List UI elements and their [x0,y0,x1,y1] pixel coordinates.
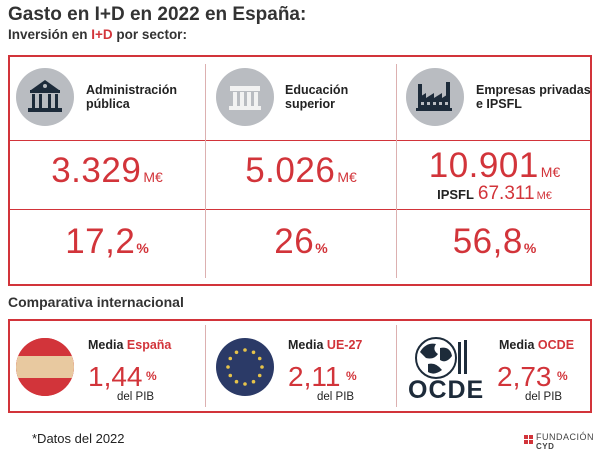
pib-label: del PIB [525,391,563,403]
eu-star-icon [251,350,256,355]
university-columns-icon [216,68,274,126]
footnote: *Datos del 2022 [32,431,125,446]
eu-star-icon [257,373,262,378]
percent-administracion: 17,2% [65,222,149,261]
percent-educacion: 26% [274,222,328,261]
value-ue: 2,11 [288,361,341,392]
value-espana: 1,44 [88,361,143,392]
logo-square-icon [524,440,528,444]
ocde-logo-icon: OCDE [406,334,484,404]
column-divider [396,64,397,278]
column-divider [205,64,206,278]
logo-text-cyd: CYD [536,442,555,451]
sector-panel [8,55,592,286]
eu-star-icon [260,365,264,369]
sector-label-administracion: Administración pública [86,83,177,111]
eu-star-icon [257,356,262,361]
media-espana-label: Media España [88,338,172,352]
column-divider [205,325,206,407]
government-building-icon [16,68,74,126]
spain-flag-icon [16,338,74,396]
eu-star-icon [226,365,230,369]
amount-educacion: 5.026 M€ [245,151,357,190]
page-subtitle: Inversión en I+D por sector: [8,27,187,42]
eu-star-icon [228,373,233,378]
percent-empresas: 56,8% [452,222,537,261]
eu-star-icon [251,379,256,384]
column-divider [396,325,397,407]
eu-star-icon [243,348,247,352]
logo-text-fundacion: FUNDACIÓN [536,432,594,442]
page-title: Gasto en I+D en 2022 en España: [8,4,307,25]
section-heading: Comparativa internacional [8,294,184,310]
eu-star-icon [234,379,239,384]
percent-symbol: % [557,369,568,383]
divider [8,140,592,141]
eu-flag-icon [216,338,274,396]
amount-ipsfl: IPSFL 67.311 M€ [437,183,552,204]
logo-square-icon [524,435,528,439]
comparison-panel [8,319,592,413]
fundacion-cyd-logo: FUNDACIÓN CYD [524,432,594,454]
logo-square-icon [529,440,533,444]
eu-star-icon [228,356,233,361]
media-ocde-label: Media OCDE [499,338,575,352]
pib-label: del PIB [117,391,155,403]
sector-label-empresas: Empresas privadas e IPSFL [476,83,591,111]
amount-empresas: 10.901 M€ [428,146,561,185]
divider [8,209,592,210]
logo-square-icon [529,435,533,439]
ocde-logo-text: OCDE [408,376,485,404]
percent-symbol: % [146,369,157,383]
pib-label: del PIB [317,391,355,403]
factory-icon [406,68,464,126]
eu-star-icon [234,350,239,355]
value-ocde: 2,73 [497,361,552,392]
media-ue-label: Media UE-27 [288,338,363,352]
sector-label-educacion: Educación superior [285,83,349,111]
eu-star-icon [243,382,247,386]
percent-symbol: % [346,369,357,383]
amount-administracion: 3.329 M€ [51,151,163,190]
